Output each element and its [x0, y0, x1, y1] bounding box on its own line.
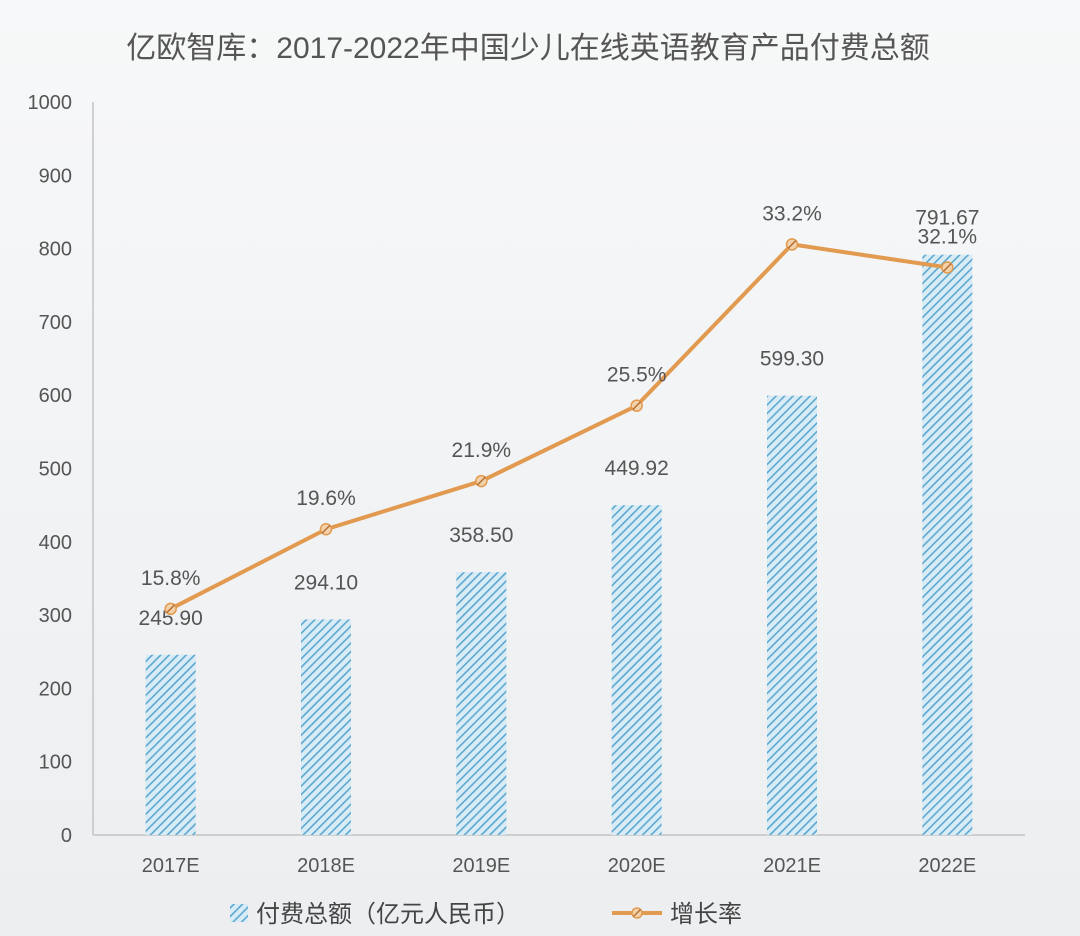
legend-bar-swatch: [230, 904, 248, 922]
bar: [767, 395, 817, 835]
y-tick-label: 700: [39, 312, 72, 334]
line-series: 15.8% 19.6% 21.9% 25.5% 33.2% 32.1%: [141, 202, 978, 616]
line-marker-slash: [632, 401, 642, 411]
y-tick-label: 0: [61, 825, 72, 847]
bar-data-label: 449.92: [605, 457, 669, 480]
y-tick-label: 100: [39, 752, 72, 774]
x-tick-label: 2022E: [918, 855, 976, 877]
chart-title: 亿欧智库：2017-2022年中国少儿在线英语教育产品付费总额: [126, 32, 929, 65]
y-tick-label: 300: [39, 605, 72, 627]
bar: [301, 619, 351, 835]
line-marker-slash: [321, 524, 331, 534]
line-data-label: 19.6%: [296, 487, 356, 510]
x-tick-label: 2017E: [142, 855, 200, 877]
line-marker-slash: [787, 239, 797, 249]
y-tick-label: 500: [39, 459, 72, 481]
bar-data-label: 358.50: [449, 524, 513, 547]
bar: [145, 654, 196, 835]
bar: [922, 254, 973, 836]
bar: [456, 572, 507, 835]
y-tick-label: 600: [39, 385, 72, 407]
y-tick-label: 200: [39, 678, 72, 700]
y-tick-label: 800: [39, 239, 72, 261]
growth-line: [169, 242, 948, 611]
y-tick-label: 1000: [28, 92, 73, 114]
line-point: [475, 474, 488, 488]
bar-series: 245.90 294.10 358.50 449.92 599.30 791.67: [139, 207, 979, 836]
line-point: [785, 238, 799, 251]
legend-line-marker: [631, 907, 643, 919]
legend-line-label: 增长率: [670, 901, 742, 928]
line-data-label: 21.9%: [452, 439, 512, 462]
x-tick-label: 2018E: [297, 855, 355, 877]
bar: [611, 505, 662, 835]
line-data-label: 32.1%: [918, 225, 978, 248]
axes: 0 100 200 300 400 500 600 700 800 900 1000 2017E 201…: [28, 92, 1025, 877]
x-tick-label: 2020E: [608, 855, 666, 877]
line-point: [164, 602, 177, 616]
bar-data-label: 294.10: [294, 571, 358, 594]
line-point: [319, 522, 333, 536]
line-marker-slash: [166, 604, 176, 614]
line-point: [630, 399, 643, 412]
y-tick-label: 400: [39, 532, 72, 554]
x-tick-label: 2019E: [452, 855, 510, 877]
bar-data-label: 599.30: [760, 348, 824, 371]
bar-data-label: 245.90: [139, 607, 203, 630]
legend-marker-slash: [632, 908, 642, 918]
bar-data-label: 791.67: [915, 207, 979, 230]
line-point: [941, 261, 954, 274]
x-tick-label: 2021E: [763, 855, 821, 877]
line-marker-slash: [476, 476, 486, 486]
y-tick-label: 900: [39, 165, 72, 187]
legend-bar-label: 付费总额（亿元人民币）: [256, 901, 520, 928]
line-data-label: 33.2%: [762, 202, 822, 225]
line-marker-slash: [942, 262, 952, 272]
line-data-label: 15.8%: [141, 567, 201, 590]
line-data-label: 25.5%: [607, 364, 667, 387]
legend: 付费总额（亿元人民币） 增长率: [230, 901, 742, 928]
